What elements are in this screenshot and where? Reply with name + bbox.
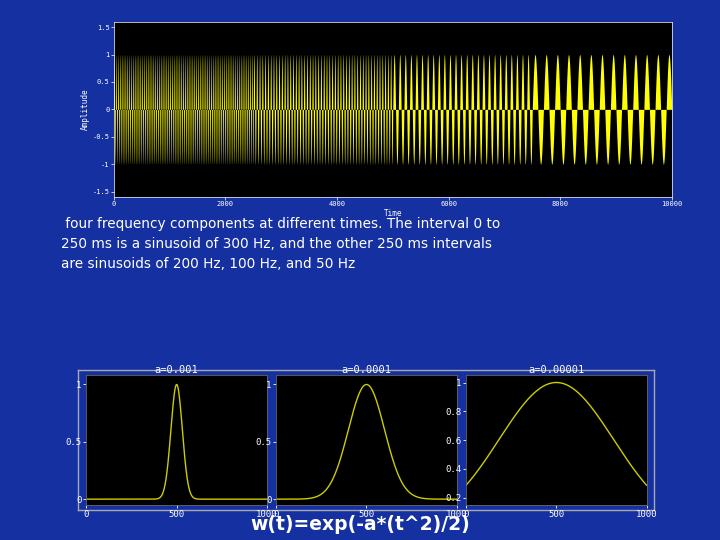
Title: a=0.001: a=0.001 (155, 364, 199, 375)
Title: a=0.0001: a=0.0001 (341, 364, 392, 375)
X-axis label: Time: Time (384, 208, 402, 218)
Y-axis label: Amplitude: Amplitude (81, 89, 90, 130)
Title: a=0.00001: a=0.00001 (528, 364, 585, 375)
Text: four frequency components at different times. The interval 0 to
250 ms is a sinu: four frequency components at different t… (61, 217, 500, 271)
Text: w(t)=exp(-a*(t^2)/2): w(t)=exp(-a*(t^2)/2) (250, 515, 470, 534)
